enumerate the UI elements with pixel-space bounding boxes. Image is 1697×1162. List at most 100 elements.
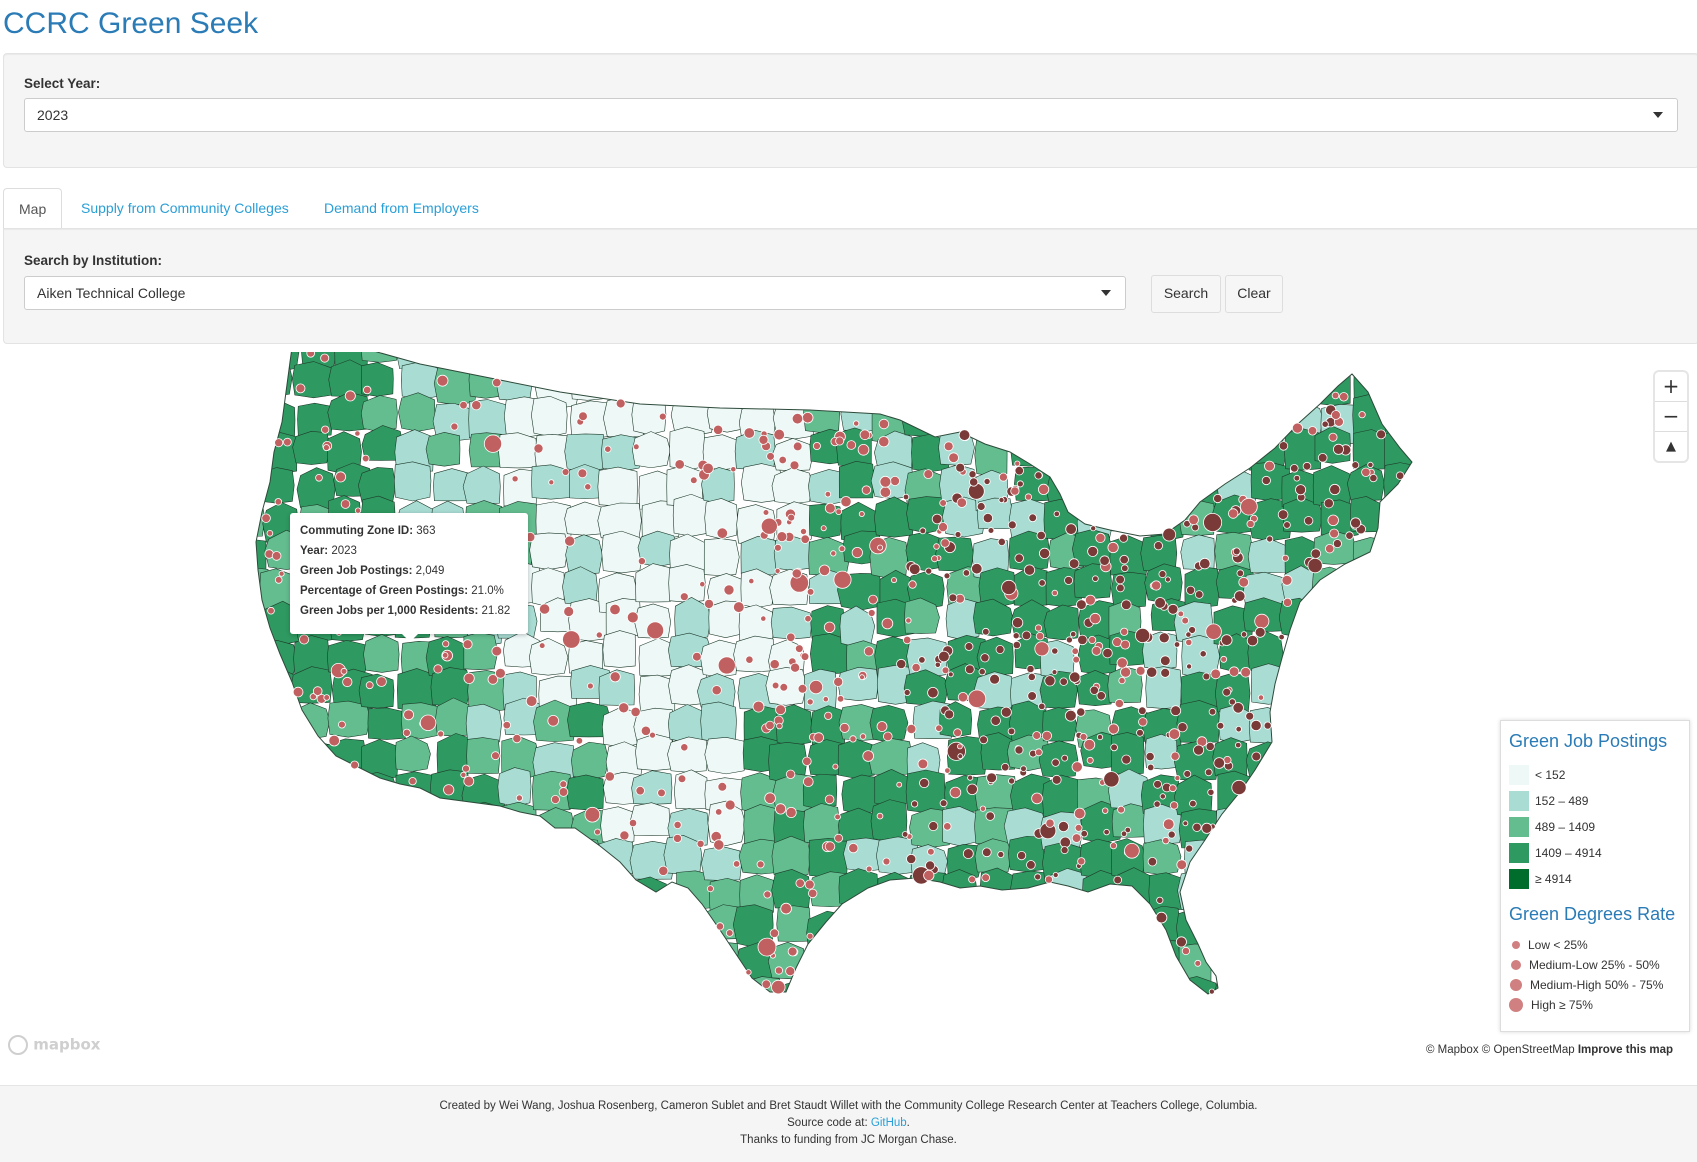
search-button[interactable]: Search (1151, 275, 1221, 313)
college-dot (1339, 392, 1349, 402)
commuting-zone (256, 842, 259, 884)
commuting-zone (1317, 903, 1359, 941)
commuting-zone (568, 937, 608, 977)
institution-select[interactable]: Aiken Technical College (24, 276, 1126, 310)
commuting-zone (562, 566, 598, 605)
year-select[interactable]: 2023 (24, 98, 1678, 132)
clear-button[interactable]: Clear (1225, 275, 1283, 313)
college-dot (715, 922, 725, 931)
college-dot (309, 693, 317, 701)
college-dot (1101, 807, 1109, 814)
college-dot (689, 476, 698, 484)
tab-supply[interactable]: Supply from Community Colleges (81, 200, 289, 216)
college-dot (278, 570, 285, 577)
college-dot (896, 658, 907, 670)
commuting-zone (632, 352, 672, 373)
commuting-zone (1381, 974, 1412, 994)
college-dot (1220, 634, 1233, 646)
commuting-zone (256, 602, 269, 641)
college-dot (292, 686, 304, 698)
college-dot (858, 510, 865, 517)
commuting-zone (1381, 597, 1412, 633)
college-dot (575, 737, 584, 745)
college-dot (1188, 626, 1196, 634)
college-dot (1113, 875, 1122, 885)
commuting-zone (256, 940, 262, 983)
tab-demand[interactable]: Demand from Employers (324, 200, 479, 216)
college-dot (1069, 671, 1081, 683)
college-dot (350, 760, 360, 770)
college-dot (851, 547, 863, 559)
college-dot (774, 966, 784, 975)
commuting-zone (704, 737, 749, 775)
commuting-zone (1218, 399, 1258, 440)
commuting-zone (399, 801, 441, 845)
commuting-zone (1008, 352, 1049, 373)
college-dot (1044, 675, 1056, 687)
commuting-zone (1318, 704, 1359, 744)
legend-swatch (1509, 869, 1529, 889)
commuting-zone (740, 568, 775, 608)
commuting-zone (1109, 361, 1146, 401)
commuting-zone (668, 564, 706, 603)
commuting-zone (1313, 872, 1353, 915)
college-dot (1234, 741, 1242, 749)
college-dot (1010, 486, 1020, 496)
college-dot (1039, 547, 1051, 559)
college-dot (853, 420, 860, 427)
college-dot (1164, 576, 1171, 583)
college-dot (283, 437, 292, 447)
github-link[interactable]: GitHub (870, 1117, 907, 1129)
college-dot (1208, 988, 1215, 995)
college-dot (857, 444, 870, 456)
commuting-zone (358, 673, 395, 709)
college-dot (511, 475, 519, 483)
college-dot (502, 720, 511, 730)
college-dot (1120, 627, 1129, 636)
map-container[interactable] (0, 352, 1697, 1088)
college-dot (1254, 626, 1266, 638)
college-dot (964, 642, 974, 651)
commuting-zone (330, 806, 369, 852)
zoom-out-button[interactable]: − (1655, 402, 1687, 432)
college-dot (985, 811, 995, 821)
commuting-zone (974, 838, 1012, 873)
college-dot (1096, 733, 1104, 741)
commuting-zone (935, 360, 978, 402)
college-dot (1065, 636, 1073, 644)
tab-map[interactable]: Map (3, 188, 63, 230)
commuting-zone (1081, 975, 1122, 994)
compass-icon[interactable]: ▲ (1666, 439, 1676, 454)
mapbox-logo[interactable]: mapbox (8, 1035, 100, 1055)
college-dot (794, 644, 804, 653)
choropleth-map[interactable] (0, 352, 1697, 1088)
zoom-in-button[interactable]: + (1655, 372, 1687, 402)
year-panel: Select Year: 2023 (3, 53, 1697, 168)
footer-funding: Thanks to funding from JC Morgan Chase. (740, 1134, 957, 1146)
commuting-zone (704, 498, 738, 540)
commuting-zone (1080, 912, 1116, 949)
commuting-zone (360, 944, 401, 982)
commuting-zone (398, 839, 436, 882)
map-attribution: © Mapbox © OpenStreetMap Improve this ma… (1426, 1044, 1673, 1056)
commuting-zone (978, 352, 1015, 369)
commuting-zone (1007, 365, 1041, 406)
college-dot (981, 847, 992, 858)
college-dot (1191, 523, 1200, 532)
commuting-zone (1351, 604, 1389, 647)
improve-map-link[interactable]: Improve this map (1577, 1044, 1674, 1056)
commuting-zone (362, 809, 406, 847)
commuting-zone (256, 738, 269, 775)
college-dot (403, 709, 415, 721)
college-dot (867, 609, 876, 617)
college-dot (765, 720, 775, 731)
commuting-zone (808, 352, 849, 373)
college-dot (780, 902, 792, 915)
college-dot (925, 860, 936, 871)
college-dot (1227, 508, 1239, 519)
college-dot (337, 720, 346, 729)
college-dot (877, 544, 884, 551)
college-dot (957, 692, 969, 703)
commuting-zone (256, 496, 266, 537)
college-dot (609, 603, 621, 616)
